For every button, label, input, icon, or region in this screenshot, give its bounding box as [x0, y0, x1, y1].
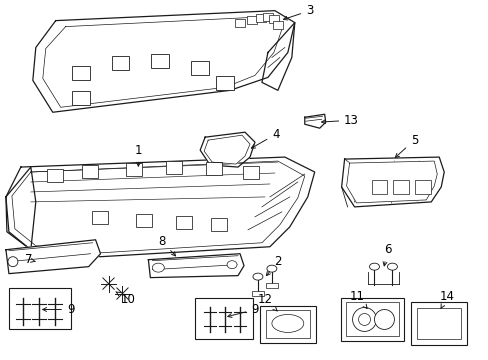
Bar	[255, 14, 265, 22]
Ellipse shape	[266, 265, 276, 272]
Ellipse shape	[386, 263, 397, 270]
Polygon shape	[33, 11, 294, 112]
Text: 8: 8	[158, 235, 175, 256]
Bar	[195, 298, 252, 339]
Polygon shape	[200, 132, 254, 167]
Text: 5: 5	[394, 134, 417, 157]
Polygon shape	[42, 17, 282, 107]
Polygon shape	[262, 23, 294, 90]
Polygon shape	[346, 161, 436, 203]
Polygon shape	[341, 157, 443, 207]
Ellipse shape	[252, 273, 263, 280]
Bar	[211, 218, 226, 231]
Bar	[72, 91, 89, 105]
Text: 9: 9	[42, 303, 74, 316]
Bar	[206, 162, 222, 175]
Ellipse shape	[271, 315, 303, 332]
Bar	[176, 216, 192, 229]
Bar	[251, 291, 264, 296]
Bar	[166, 161, 182, 174]
Polygon shape	[148, 254, 244, 278]
Text: 7: 7	[25, 253, 35, 266]
Bar	[371, 180, 386, 194]
Bar	[47, 169, 62, 182]
Text: 2: 2	[266, 255, 281, 276]
Polygon shape	[203, 135, 249, 164]
Bar	[243, 166, 259, 179]
Bar	[91, 211, 107, 224]
Bar	[393, 180, 408, 194]
Bar	[72, 67, 89, 80]
Text: 11: 11	[349, 290, 366, 309]
Bar	[272, 21, 282, 28]
Circle shape	[8, 257, 18, 267]
Bar	[216, 76, 234, 90]
Text: 3: 3	[283, 4, 313, 20]
Bar	[9, 288, 71, 329]
Ellipse shape	[152, 263, 164, 272]
Bar	[260, 306, 315, 343]
Bar	[191, 62, 209, 75]
Text: 6: 6	[382, 243, 390, 266]
Polygon shape	[6, 240, 101, 274]
Bar	[268, 15, 278, 23]
Bar	[235, 19, 244, 27]
Text: 1: 1	[134, 144, 142, 166]
Bar	[345, 302, 399, 336]
Bar	[410, 302, 466, 345]
Ellipse shape	[226, 261, 237, 269]
Bar	[81, 165, 98, 178]
Bar	[126, 163, 142, 176]
Circle shape	[358, 314, 370, 325]
Bar	[340, 298, 404, 341]
Circle shape	[374, 310, 394, 329]
Polygon shape	[6, 167, 36, 250]
Polygon shape	[6, 157, 314, 257]
Polygon shape	[12, 161, 304, 253]
Bar	[151, 54, 169, 68]
Bar	[111, 57, 129, 71]
Bar	[136, 214, 152, 227]
Text: 10: 10	[116, 292, 136, 306]
Bar	[246, 15, 256, 24]
Bar	[263, 13, 272, 21]
Polygon shape	[304, 114, 325, 128]
Text: 12: 12	[257, 293, 277, 311]
Circle shape	[352, 307, 376, 332]
Bar	[416, 307, 460, 339]
Text: 13: 13	[321, 114, 358, 127]
Text: 14: 14	[439, 290, 454, 309]
Bar	[414, 180, 430, 194]
Text: 9: 9	[227, 303, 258, 318]
Bar	[265, 283, 277, 288]
Bar	[265, 310, 309, 338]
Text: 4: 4	[251, 128, 279, 148]
Ellipse shape	[369, 263, 379, 270]
